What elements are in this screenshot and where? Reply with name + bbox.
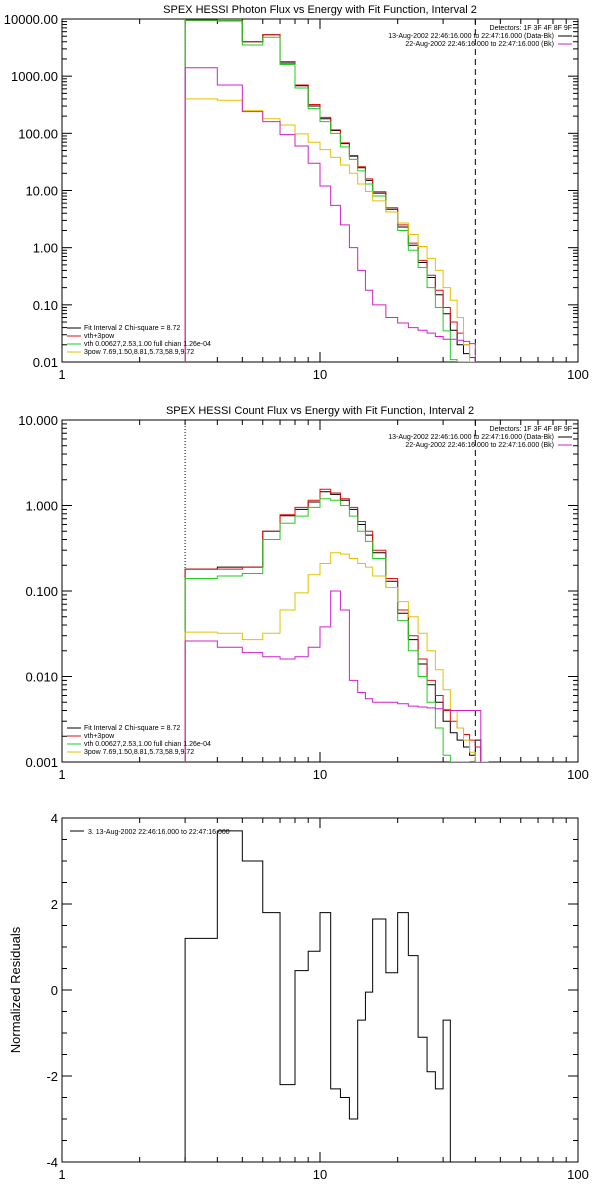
series-group [184, 488, 489, 762]
info-text: Detectors: 1F 3F 4F 8F 9F [490, 25, 572, 32]
fit-legend: Fit Interval 2 Chi-square = 8.72vth+3pow… [67, 725, 211, 756]
fit-legend-text: Fit Interval 2 Chi-square = 8.72 [84, 725, 180, 732]
fit-legend-text: vth+3pow [84, 333, 115, 340]
fit-legend-text: vth 0.00627,2.53,1.00 full chian 1.26e-0… [84, 741, 211, 748]
chart-3: 1 10 100 -4 -2 0 2 4 Normalized Residuals 3. 13-A… [8, 811, 589, 1182]
fit-legend-text: vth+3pow [84, 733, 115, 740]
x-tick-label: 100 [567, 1167, 589, 1182]
series-line-1 [184, 491, 482, 762]
y-tick-label: 1.00 [33, 241, 58, 256]
y-tick-label: 10000.00 [4, 12, 58, 27]
fit-legend-text: Fit Interval 2 Chi-square = 8.72 [84, 325, 180, 332]
residual-legend-text: 3. 13-Aug-2002 22:46:16.000 to 22:47:16.… [88, 829, 230, 836]
series-line-1 [184, 830, 451, 1162]
x-tick-label: 1 [58, 1167, 65, 1182]
residual-legend: 3. 13-Aug-2002 22:46:16.000 to 22:47:16.… [70, 829, 230, 836]
series-group [184, 830, 451, 1162]
plot-frame [61, 817, 579, 1163]
info-text: 22-Aug-2002 22:46:16.000 to 22:47:16.000… [405, 41, 554, 48]
plot-frame [61, 419, 579, 763]
series-line-3 [184, 19, 476, 362]
series-line-5 [184, 590, 482, 762]
y-tick-label: -4 [46, 1155, 58, 1170]
y-axis-label: Normalized Residuals [8, 926, 23, 1053]
x-tick-label: 100 [567, 767, 589, 782]
chart-2: SPEX HESSI Count Flux vs Energy with Fit… [18, 405, 589, 782]
y-tick-label: 0 [51, 983, 58, 998]
series-line-5 [184, 67, 476, 362]
y-tick-label: 10.000 [18, 413, 58, 428]
info-text: 22-Aug-2002 22:46:16.000 to 22:47:16.000… [405, 442, 554, 449]
plot-frame [61, 18, 579, 363]
y-axis: 0.01 0.10 1.00 10.00 100.00 1000.00 10000.00 [4, 12, 578, 370]
x-tick-label: 1 [58, 367, 65, 382]
y-tick-label: 4 [51, 811, 58, 826]
y-tick-label: -2 [46, 1069, 58, 1084]
y-axis: 0.001 0.010 0.100 1.000 10.000 [18, 413, 578, 770]
y-tick-label: 100.00 [18, 126, 58, 141]
y-axis: -4 -2 0 2 4 [46, 811, 578, 1170]
series-line-3 [184, 498, 470, 762]
x-tick-label: 10 [313, 767, 327, 782]
x-axis: 1 10 100 [58, 420, 589, 782]
series-line-4 [184, 98, 476, 362]
y-tick-label: 1.000 [25, 499, 58, 514]
fit-legend-text: 3pow 7.69,1.50,8.81,5.73,58.9,9.72 [84, 349, 194, 356]
y-tick-label: 0.01 [33, 355, 58, 370]
chart-title: SPEX HESSI Count Flux vs Energy with Fit… [166, 405, 474, 417]
x-tick-label: 10 [313, 1167, 327, 1182]
series-group [184, 19, 476, 362]
info-text: 13-Aug-2002 22:46:16.000 to 22:47:16.000… [388, 434, 554, 441]
fit-legend: Fit Interval 2 Chi-square = 8.72vth+3pow… [67, 325, 211, 356]
x-tick-label: 10 [313, 367, 327, 382]
y-tick-label: 0.010 [25, 670, 58, 685]
x-tick-label: 1 [58, 767, 65, 782]
x-axis: 1 10 100 [58, 818, 589, 1182]
y-tick-label: 0.100 [25, 584, 58, 599]
chart-title: SPEX HESSI Photon Flux vs Energy with Fi… [163, 4, 477, 16]
y-tick-label: 10.00 [25, 184, 58, 199]
y-tick-label: 2 [51, 897, 58, 912]
series-line-4 [184, 552, 489, 762]
y-tick-label: 1000.00 [11, 69, 58, 84]
chart-1: SPEX HESSI Photon Flux vs Energy with Fi… [4, 4, 589, 382]
fit-legend-text: 3pow 7.69,1.50,8.81,5.73,58.9,9.72 [84, 749, 194, 756]
y-tick-label: 0.10 [33, 298, 58, 313]
series-line-2 [184, 488, 482, 762]
fit-legend-text: vth 0.00627,2.53,1.00 full chian 1.26e-0… [84, 341, 211, 348]
y-tick-label: 0.001 [25, 755, 58, 770]
info-text: 13-Aug-2002 22:46:16.000 to 22:47:16.000… [388, 33, 554, 40]
x-tick-label: 100 [567, 367, 589, 382]
info-text: Detectors: 1F 3F 4F 8F 9F [490, 426, 572, 433]
